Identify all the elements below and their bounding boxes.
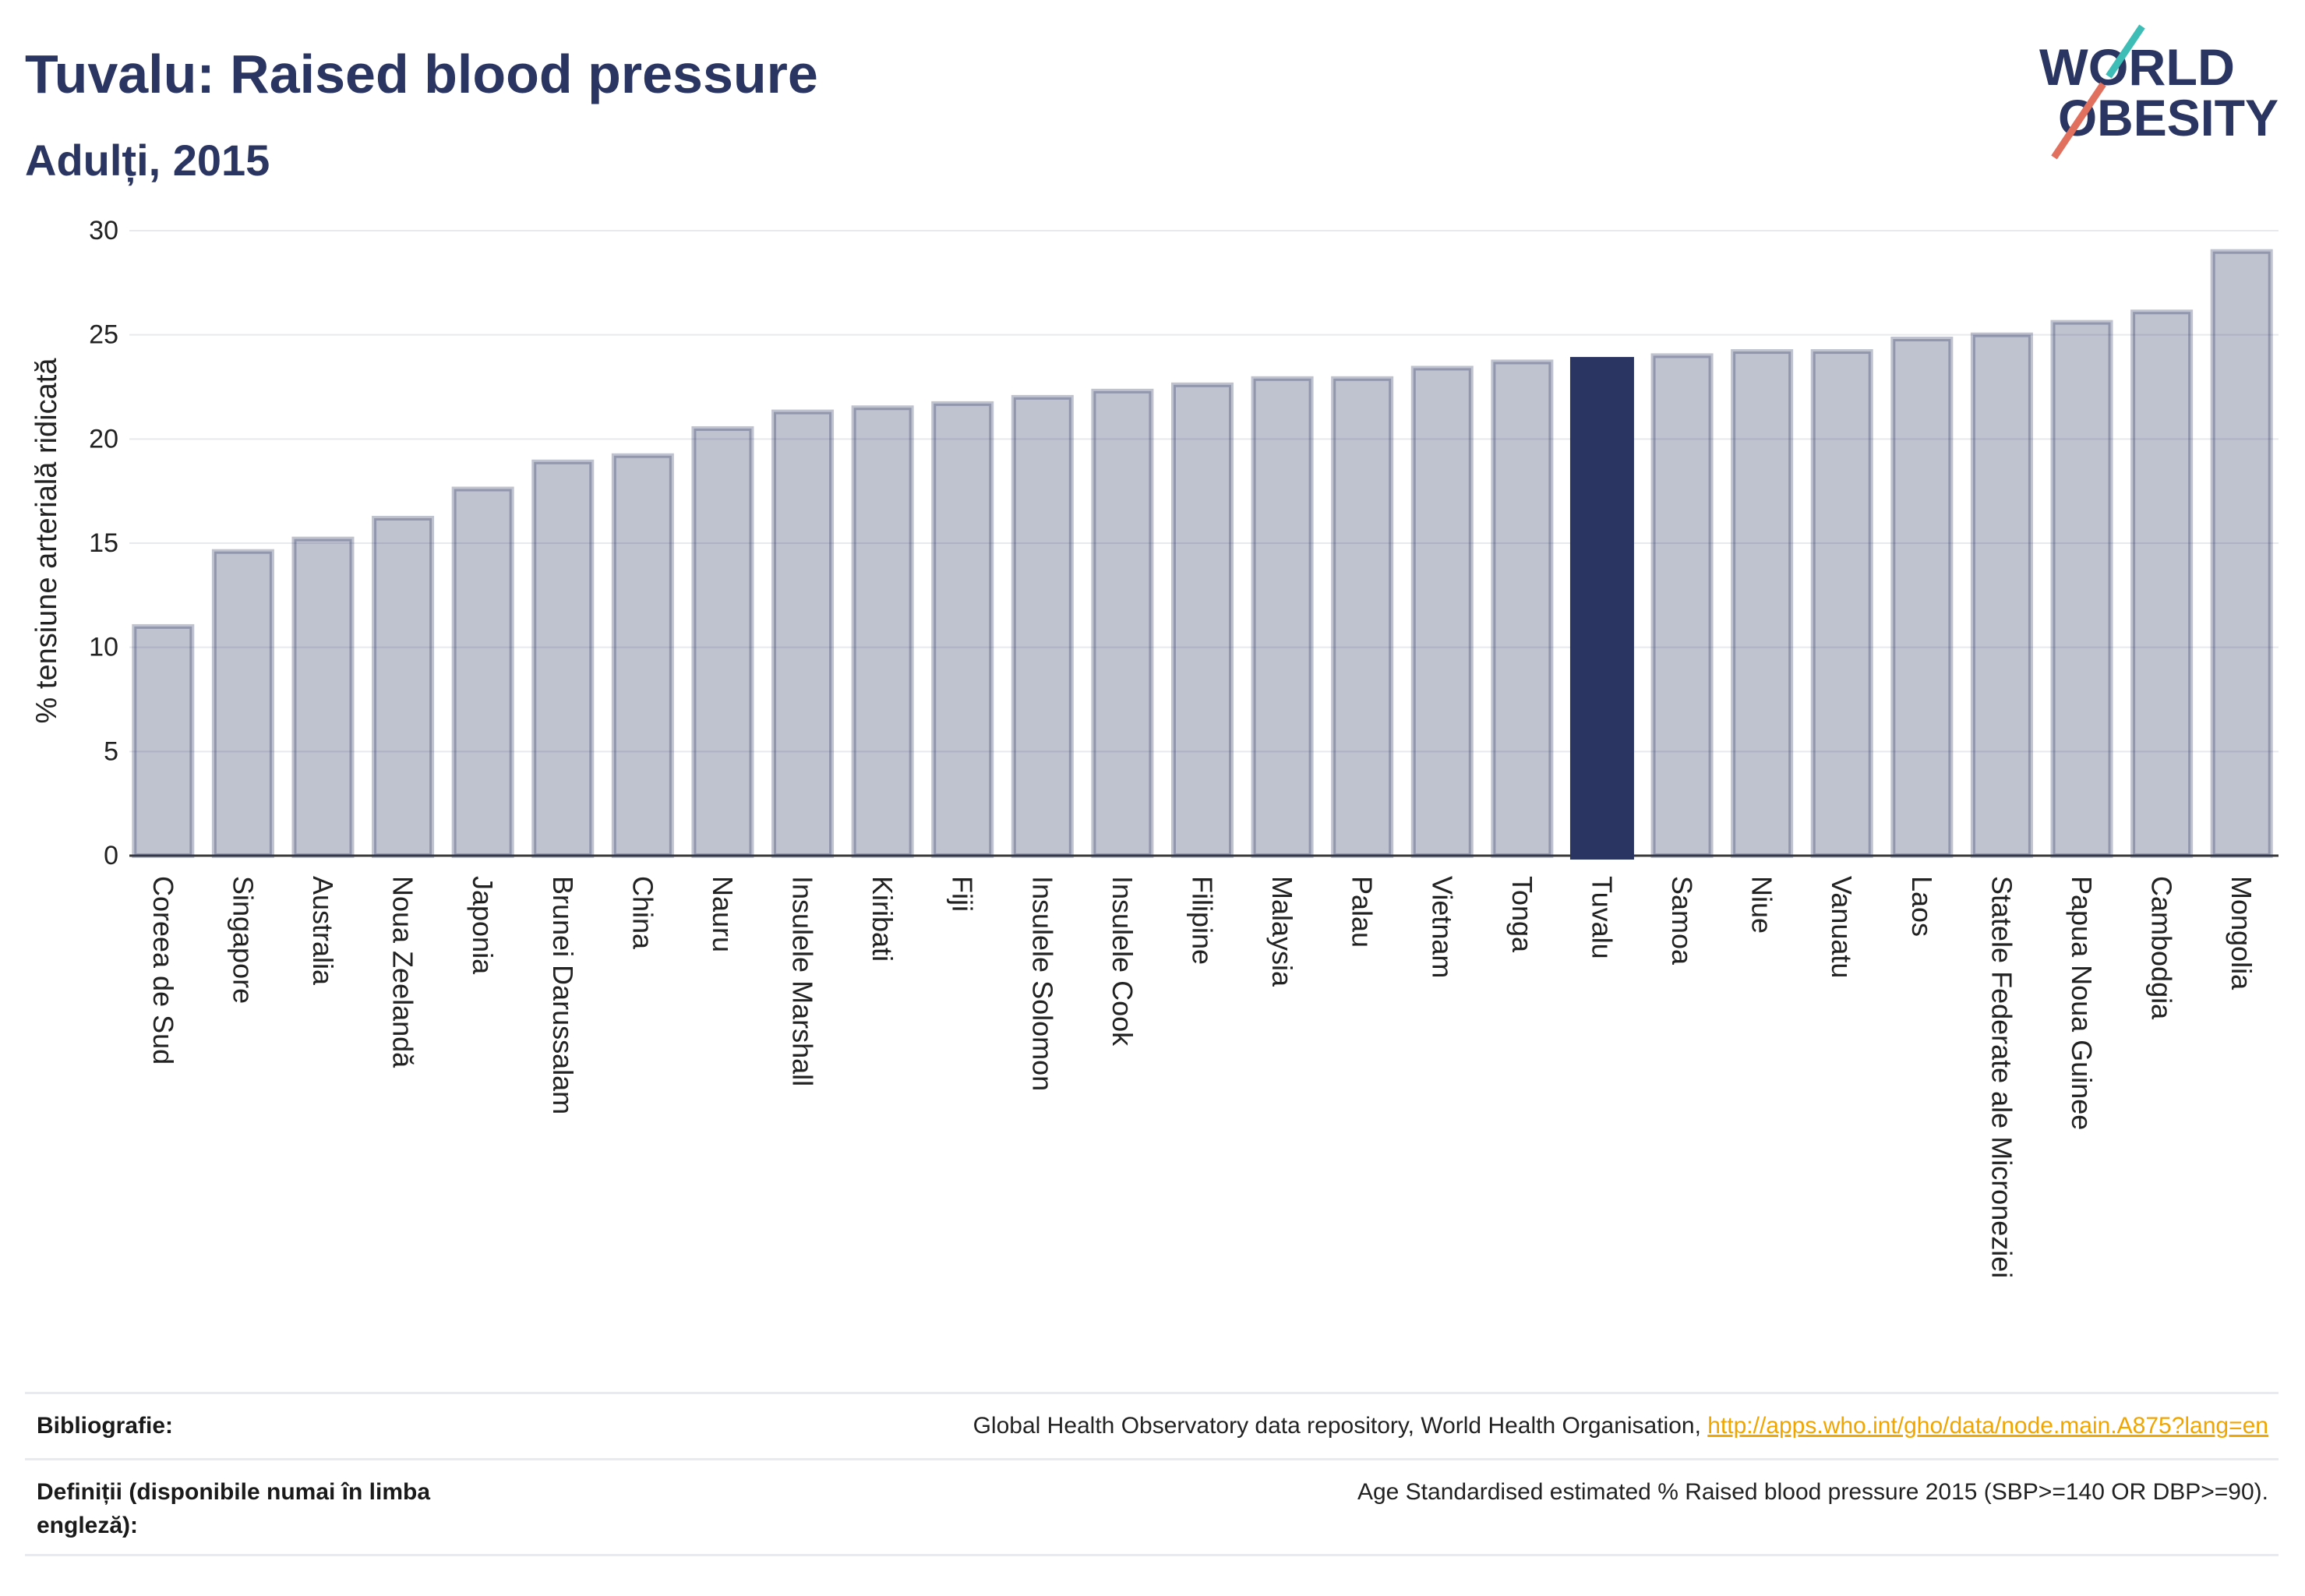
bibliography-row: Bibliografie: Global Health Observatory …	[25, 1394, 2279, 1458]
bar	[531, 459, 595, 858]
bar	[1970, 332, 2033, 858]
bar	[451, 486, 514, 858]
x-tick-label: Insulele Marshall	[787, 876, 819, 1086]
y-tick-label: 5	[104, 736, 118, 766]
bar	[1650, 353, 1714, 858]
bar	[1171, 382, 1234, 858]
x-tick-label: Malaysia	[1266, 876, 1298, 987]
bar	[931, 401, 994, 858]
logo-text-world: WORLD	[2039, 38, 2235, 96]
world-obesity-logo: WORLD OBESITY	[2039, 24, 2279, 160]
bar	[2050, 320, 2113, 859]
x-tick-label: Samoa	[1666, 876, 1698, 966]
x-tick-label: Insulele Cook	[1107, 876, 1138, 1047]
bar	[211, 549, 274, 859]
x-tick-label: Cambodgia	[2146, 876, 2178, 1020]
x-tick-label: Filipine	[1187, 876, 1219, 965]
x-tick-label: Vanuatu	[1826, 876, 1858, 978]
x-tick-label: Tonga	[1506, 876, 1538, 953]
bar-chart: 0 5 10 15 20 25 30 Coreea de Sud Singapore Austr…	[30, 216, 2279, 1278]
x-tick-label: Laos	[1906, 876, 1938, 937]
x-tick-label: Coreea de Sud	[147, 876, 179, 1065]
logo-slash-coral	[2051, 82, 2106, 160]
y-tick-label: 25	[89, 320, 118, 350]
gridlines	[129, 230, 2279, 753]
y-tick-label: 20	[89, 424, 118, 454]
bar	[1569, 357, 1634, 860]
bars	[132, 249, 2273, 860]
chart-title: Tuvalu: Raised blood pressure	[25, 44, 818, 104]
definitions-row: Definiții (disponibile numai în limba en…	[25, 1460, 2279, 1554]
x-tick-label: Insulele Solomon	[1026, 876, 1058, 1091]
x-axis-ticks: Coreea de Sud Singapore Australia Noua Zeel…	[147, 876, 2257, 1278]
x-tick-label: Mongolia	[2226, 876, 2257, 990]
footer-divider-bottom	[25, 1554, 2279, 1556]
bar	[851, 405, 914, 858]
definitions-text: Age Standardised estimated % Raised bloo…	[1357, 1479, 2268, 1505]
bar	[691, 425, 754, 858]
x-tick-label: Fiji	[947, 876, 979, 912]
x-tick-label: Tuvalu	[1586, 876, 1618, 959]
bar	[611, 453, 674, 858]
y-tick-label: 30	[89, 216, 118, 245]
x-tick-label: Papua Noua Guinee	[2066, 876, 2098, 1130]
bar	[2210, 249, 2273, 858]
x-tick-label: Australia	[307, 876, 339, 986]
bar	[291, 536, 355, 858]
bibliography-value: Global Health Observatory data repositor…	[973, 1413, 2268, 1439]
x-tick-label: Noua Zeelandă	[387, 876, 419, 1068]
bar	[372, 515, 435, 858]
x-tick-label: Niue	[1746, 876, 1778, 934]
y-tick-label: 0	[104, 841, 118, 870]
x-tick-label: Brunei Darussalam	[547, 876, 579, 1114]
x-tick-label: Palau	[1347, 876, 1378, 948]
x-tick-label: Nauru	[707, 876, 739, 952]
x-tick-label: Statele Federate ale Microneziei	[1986, 876, 2017, 1278]
bar	[1491, 359, 1554, 859]
x-tick-label: China	[627, 876, 658, 950]
bar	[1251, 376, 1314, 859]
y-axis-ticks: 0 5 10 15 20 25 30	[89, 216, 118, 870]
x-tick-label: Kiribati	[867, 876, 898, 962]
bar	[132, 623, 195, 859]
definitions-label: Definiții (disponibile numai în limba en…	[37, 1479, 431, 1538]
bar	[771, 409, 835, 858]
y-tick-label: 10	[89, 633, 118, 662]
x-tick-label: Singapore	[227, 876, 259, 1004]
bibliography-label: Bibliografie:	[37, 1413, 174, 1439]
bar	[1091, 388, 1154, 858]
y-tick-label: 15	[89, 528, 118, 558]
y-axis-title: % tensiune arterială ridicată	[30, 358, 63, 724]
bar	[1731, 349, 1794, 858]
bar	[1011, 394, 1074, 859]
bibliography-link[interactable]: http://apps.who.int/gho/data/node.main.A…	[1707, 1413, 2268, 1439]
bar	[1410, 365, 1474, 858]
bibliography-text: Global Health Observatory data repositor…	[972, 1413, 1708, 1439]
bar	[1331, 376, 1394, 859]
footer-divider-middle	[25, 1458, 2279, 1460]
chart-subtitle: Adulți, 2015	[25, 136, 270, 185]
logo-slash-teal	[2106, 24, 2145, 79]
bar	[1890, 337, 1954, 859]
x-tick-label: Japonia	[467, 876, 499, 975]
bar	[1810, 349, 1873, 858]
bar	[2130, 309, 2194, 858]
footer-divider-top	[25, 1392, 2279, 1394]
x-tick-label: Vietnam	[1426, 876, 1458, 978]
